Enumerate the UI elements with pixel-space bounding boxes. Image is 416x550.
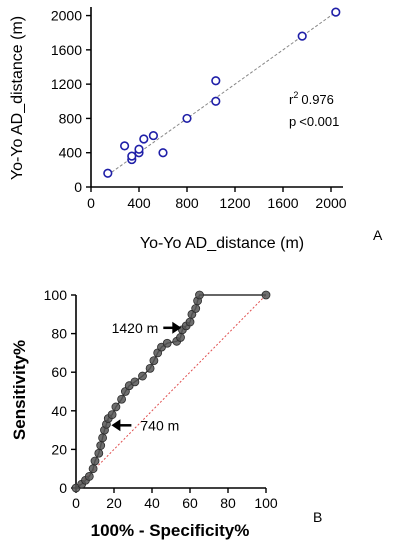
panel-a-x-tick-label: 1600 — [267, 195, 298, 211]
roc-point — [98, 433, 107, 443]
roc-point — [111, 402, 121, 412]
panel-a-axes: 0 400 800 1200 1600 2000 0 400 800 1200 1600 2000 — [51, 7, 347, 211]
scatter-point — [211, 96, 221, 106]
panel-a-y-tick-label: 0 — [74, 179, 82, 195]
scatter-point — [211, 76, 221, 86]
panel-b-x-tick-label: 60 — [182, 495, 198, 511]
roc-point — [117, 394, 126, 404]
p-value-value: <0.001 — [299, 114, 339, 129]
r-squared-superscript: 2 — [293, 90, 298, 100]
arrow-1420-head — [172, 321, 182, 334]
scatter-point — [127, 151, 137, 161]
panel-b-y-axis-title: Sensitivity% — [10, 340, 29, 440]
panel-b-x-tick-label: 100 — [254, 495, 278, 511]
fit-line-group — [107, 11, 337, 176]
panel-b-y-tick-label: 40 — [51, 403, 67, 419]
roc-point — [107, 410, 117, 420]
scatter-point — [148, 130, 158, 141]
panel-a-y-tick-label: 1200 — [51, 76, 82, 92]
r-squared-value: 0.976 — [301, 92, 334, 107]
annotation-1420m: 1420 m — [112, 320, 159, 336]
roc-point — [90, 456, 100, 466]
panel-b-annotations: 1420 m 740 m — [111, 320, 182, 433]
panel-a-y-tick-label: 400 — [59, 145, 83, 161]
panel-b-y-tick-label: 80 — [51, 326, 67, 342]
panel-b-x-axis-title: 100% - Specificity% — [91, 521, 250, 540]
panel-b-x-tick-label: 40 — [144, 495, 160, 511]
scatter-point — [331, 7, 341, 17]
panel-b-x-tick-label: 0 — [72, 495, 80, 511]
roc-point — [88, 464, 98, 474]
scatter-point — [119, 141, 130, 151]
r-squared-label: r2 0.976 — [289, 90, 334, 107]
panel-label-b: B — [313, 509, 322, 525]
panel-b-x-tick-label: 20 — [106, 495, 122, 511]
roc-point — [149, 356, 159, 366]
roc-point — [191, 304, 201, 313]
panel-b-y-tick-label: 100 — [44, 287, 68, 303]
arrow-740-head — [111, 419, 121, 432]
roc-point — [145, 363, 155, 373]
panel-label-a: A — [373, 227, 383, 243]
panel-a-y-axis-title: Yo-Yo AD_distance (m) — [9, 16, 26, 180]
reference-line — [75, 294, 267, 489]
roc-point — [185, 317, 195, 327]
roc-point — [195, 290, 204, 300]
panel-a-y-tick-label: 800 — [59, 110, 83, 126]
scatter-point — [182, 113, 192, 124]
fit-line — [107, 11, 337, 176]
panel-a-x-axis-title: Yo-Yo AD_distance (m) — [140, 235, 304, 252]
panel-a-y-tick-label: 2000 — [51, 8, 82, 24]
panel-a-points — [103, 7, 341, 178]
annotation-740m: 740 m — [140, 417, 179, 433]
panel-b-y-tick-label: 60 — [51, 364, 67, 380]
roc-point — [138, 371, 147, 381]
roc-point — [94, 448, 104, 458]
roc-point — [84, 472, 94, 481]
r-squared-symbol: r — [289, 92, 294, 107]
p-value-symbol: p — [289, 114, 296, 129]
roc-point — [130, 377, 140, 387]
panel-b-axes: 0 20 40 60 80 100 0 20 40 60 80 100 — [44, 287, 278, 511]
scatter-point — [297, 31, 307, 41]
panel-a-x-tick-label: 800 — [175, 195, 199, 211]
scatter-panel-a: 0 400 800 1200 1600 2000 0 400 800 1200 1600 2000 Y… — [9, 7, 383, 252]
scatter-point — [134, 144, 144, 154]
scatter-point — [103, 168, 113, 178]
panel-a-x-tick-label: 2000 — [315, 195, 346, 211]
panel-b-y-tick-label: 0 — [59, 480, 67, 496]
panel-b-y-tick-label: 20 — [51, 441, 67, 457]
panel-b-x-tick-label: 80 — [220, 495, 236, 511]
scatter-point — [158, 148, 168, 158]
roc-point — [261, 290, 271, 300]
panel-a-x-tick-label: 1200 — [219, 195, 250, 211]
panel-a-y-tick-label: 1600 — [51, 42, 82, 58]
roc-panel-b: 0 20 40 60 80 100 0 20 40 60 80 100 1420 m 740 m 100… — [10, 287, 322, 540]
reference-line-group — [75, 294, 267, 489]
roc-point — [176, 333, 185, 342]
scatter-point — [139, 134, 149, 144]
p-value-label: p <0.001 — [289, 114, 339, 129]
panel-a-x-tick-label: 0 — [87, 195, 95, 211]
panel-a-x-tick-label: 400 — [127, 195, 151, 211]
roc-point — [96, 441, 106, 450]
roc-point — [162, 338, 172, 348]
roc-curve-group — [71, 290, 271, 493]
